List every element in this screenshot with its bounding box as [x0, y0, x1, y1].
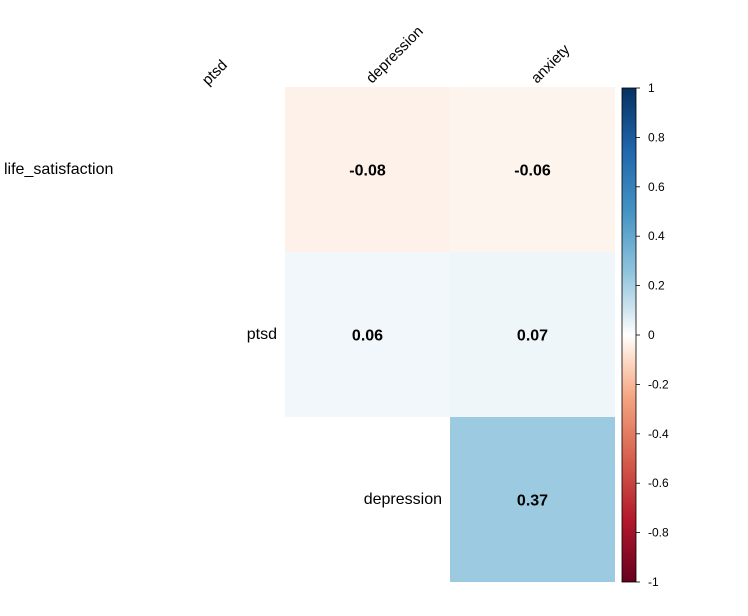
heatmap-cell-ptsd-depression	[285, 252, 450, 417]
cell-value-life-satisfaction-anxiety: -0.06	[514, 163, 551, 180]
colorbar-tick-label: -0.8	[648, 526, 669, 540]
cell-values-layer: -0.08 -0.06 0.06 0.07 0.37	[349, 163, 551, 510]
heatmap-cell-depression-anxiety	[450, 417, 615, 582]
colorbar-tick-label: -1	[648, 575, 659, 589]
colorbar-tick-label: 0.4	[648, 229, 665, 243]
colorbar-tick-label: -0.2	[648, 377, 669, 391]
row-label-ptsd: ptsd	[247, 326, 277, 343]
colorbar-tick-label: 0.8	[648, 130, 665, 144]
row-label-life-satisfaction: life_satisfaction	[4, 161, 113, 178]
heatmap-cell-ptsd-anxiety	[450, 252, 615, 417]
colorbar-tick-label: 1	[648, 81, 655, 95]
colorbar	[621, 87, 637, 583]
colorbar-tick-label: 0.6	[648, 180, 665, 194]
cell-value-ptsd-anxiety: 0.07	[517, 328, 548, 345]
colorbar-tick-label: 0.2	[648, 279, 665, 293]
column-label-depression: depression	[363, 23, 427, 87]
colorbar-tick-label: -0.4	[648, 427, 669, 441]
column-label-anxiety: anxiety	[528, 41, 574, 87]
column-label-ptsd: ptsd	[199, 57, 231, 89]
row-label-depression: depression	[364, 491, 442, 508]
colorbar-tick-label: 0	[648, 328, 655, 342]
colorbar-tick-label: -0.6	[648, 476, 669, 490]
cell-value-ptsd-depression: 0.06	[352, 328, 383, 345]
heatmap-cell-life-satisfaction-depression	[285, 87, 450, 252]
cell-value-life-satisfaction-depression: -0.08	[349, 163, 386, 180]
heatmap-cell-life-satisfaction-anxiety	[450, 87, 615, 252]
colorbar-ticks: 1 0.8 0.6 0.4 0.2 0 -0.2 -0.4 -0.6 -0.8 -1	[636, 81, 669, 589]
cell-value-depression-anxiety: 0.37	[517, 493, 548, 510]
cells-layer	[285, 87, 615, 582]
